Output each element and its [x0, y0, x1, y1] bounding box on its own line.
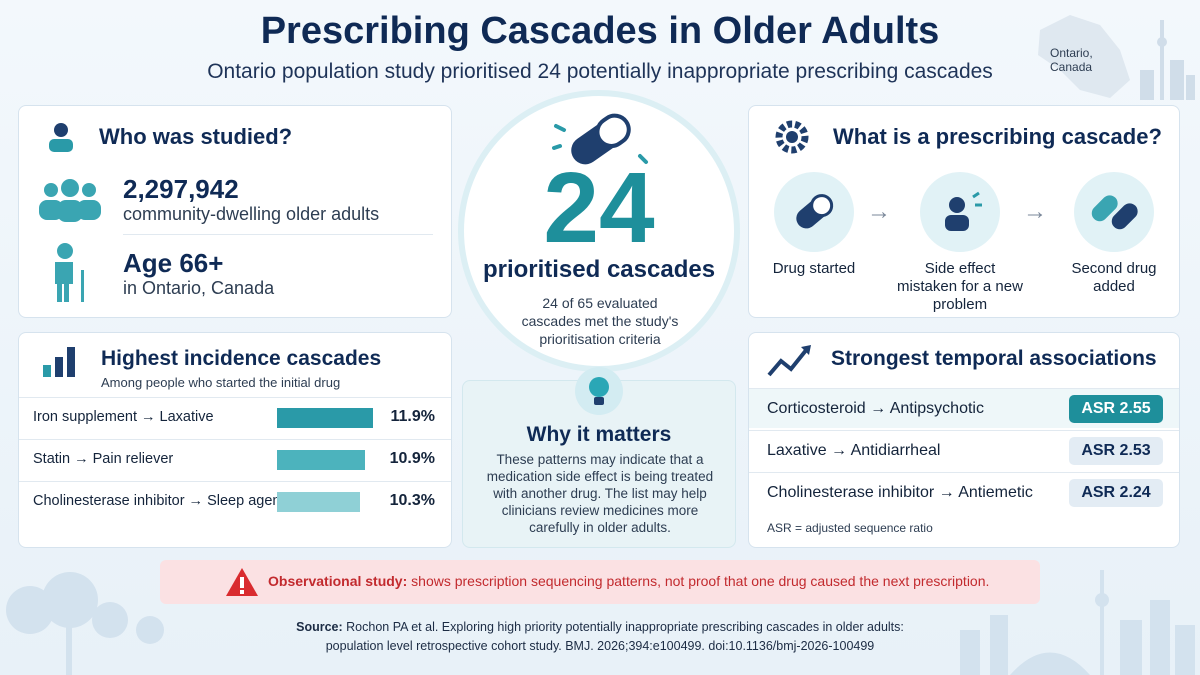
asr-badge: ASR 2.55 — [1069, 395, 1163, 423]
heading: Who was studied? — [99, 124, 293, 149]
source: Source: Rochon PA et al. Exploring high … — [0, 618, 1200, 656]
warning-banner: Observational study: shows prescription … — [160, 560, 1040, 604]
incidence-row: Statin → Pain reliever 10.9% — [19, 439, 451, 479]
text: Drug started — [772, 260, 856, 277]
row-value: 10.9% — [389, 450, 435, 467]
row-name: Iron supplement → Laxative — [33, 409, 214, 425]
heading: What is a prescribing cascade? — [833, 124, 1162, 149]
group-icon — [39, 179, 101, 222]
row-name: Statin → Pain reliever — [33, 451, 174, 467]
row-name: Corticosteroid → Antipsychotic — [767, 400, 984, 417]
warning-text: shows prescription sequencing patterns, … — [407, 573, 990, 589]
bar — [277, 450, 365, 470]
asr-badge: ASR 2.24 — [1069, 479, 1163, 507]
assoc-row: Laxative → Antidiarrheal ASR 2.53 — [749, 430, 1179, 470]
text: population level retrospective cohort st… — [325, 639, 875, 653]
big-desc: 24 of 65 evaluated cascades met the stud… — [521, 295, 679, 347]
cascade-panel: What is a prescribing cascade? Drug star… — [748, 105, 1180, 318]
asr-badge: ASR 2.53 — [1069, 437, 1163, 465]
title: Prescribing Cascades in Older Adults — [260, 10, 940, 52]
step: Second drug added — [1049, 172, 1179, 296]
row-value: 11.9% — [390, 408, 435, 425]
incidence-row: Cholinesterase inhibitor → Sleep agent 1… — [19, 481, 451, 521]
text: Rochon PA et al. Exploring high priority… — [342, 620, 904, 634]
text: Source: — [296, 620, 343, 634]
age: Age 66+ — [123, 248, 224, 278]
map-label: Ontario, Canada — [1050, 46, 1093, 74]
text: Second drug added — [1071, 260, 1157, 295]
incidence-panel: Highest incidence cascades Among people … — [18, 332, 452, 548]
age-desc: in Ontario, Canada — [123, 278, 275, 298]
row-name: Laxative → Antidiarrheal — [767, 442, 941, 459]
incidence-row: Iron supplement → Laxative 11.9% — [19, 397, 451, 437]
heading: Why it matters — [526, 423, 672, 446]
people-icon — [49, 123, 73, 152]
assoc-row: Corticosteroid → Antipsychotic ASR 2.55 — [749, 388, 1179, 428]
skyline — [6, 570, 1195, 675]
bar — [277, 492, 361, 512]
heading: Highest incidence cascades — [101, 347, 382, 370]
warning-icon — [226, 568, 258, 596]
row-name: Cholinesterase inhibitor → Sleep agent — [33, 493, 285, 509]
step: Drug started — [749, 172, 879, 278]
bar-icon — [43, 347, 75, 377]
bar — [277, 408, 373, 428]
text: These patterns may indicate that a medic… — [486, 452, 714, 535]
count-desc: community-dwelling older adults — [123, 204, 380, 224]
warning-bold: Observational study: — [268, 573, 408, 589]
text: Side effect mistaken for a new problem — [897, 260, 1023, 313]
assoc-row: Cholinesterase inhibitor → Antiemetic AS… — [749, 472, 1179, 512]
big-number: 24 — [543, 152, 655, 264]
row-value: 10.3% — [389, 492, 435, 509]
big-label: prioritised cascades — [482, 256, 716, 283]
note: ASR = adjusted sequence ratio — [767, 521, 933, 535]
gear-icon — [775, 120, 809, 154]
pill-icon — [552, 113, 648, 165]
step: Side effect mistaken for a new problem — [895, 172, 1025, 314]
assoc-panel: Strongest temporal associations Corticos… — [748, 332, 1180, 548]
row-name: Cholinesterase inhibitor → Antiemetic — [767, 484, 1033, 501]
subheading: Among people who started the initial dru… — [101, 375, 341, 390]
elder-icon — [55, 243, 84, 302]
bulb-icon — [575, 367, 623, 415]
trend-icon — [767, 345, 811, 377]
subtitle: Ontario population study prioritised 24 … — [207, 60, 993, 83]
heading: Strongest temporal associations — [831, 347, 1157, 370]
who-panel: Who was studied? 2,297,942 community-dwe… — [18, 105, 452, 318]
count: 2,297,942 — [123, 174, 239, 204]
ontario-map — [1038, 15, 1195, 100]
